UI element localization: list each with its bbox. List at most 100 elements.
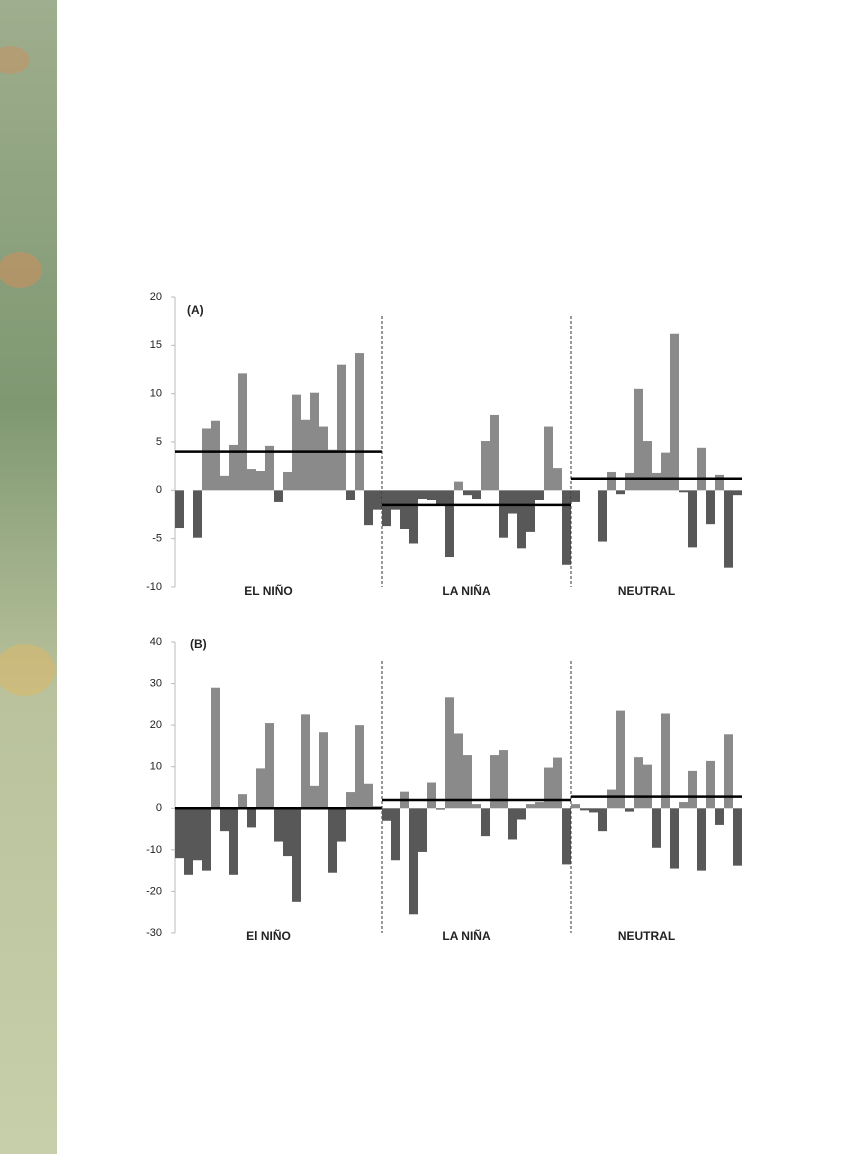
bar — [715, 474, 724, 491]
bar — [382, 808, 391, 821]
bar — [481, 441, 490, 491]
bar — [526, 804, 535, 809]
bar — [418, 490, 427, 500]
y-tick-label: -30 — [146, 927, 162, 939]
y-tick-label: 0 — [156, 802, 162, 814]
bar — [616, 710, 625, 809]
bar — [643, 764, 652, 809]
bar — [634, 757, 643, 809]
bar — [472, 804, 481, 809]
bar — [724, 490, 733, 568]
bar — [400, 490, 409, 529]
bar — [454, 733, 463, 809]
bar — [490, 755, 499, 809]
bar — [238, 794, 247, 809]
bar — [436, 808, 445, 810]
bar — [589, 808, 598, 813]
bar — [661, 713, 670, 809]
y-tick-label: 5 — [156, 436, 162, 448]
bar — [706, 760, 715, 809]
bar — [427, 782, 436, 809]
bar — [688, 490, 697, 548]
bar — [445, 697, 454, 809]
bar — [598, 808, 607, 832]
bar — [535, 490, 544, 500]
bar — [616, 490, 625, 495]
y-tick-label: 20 — [150, 719, 162, 731]
bar — [193, 490, 202, 538]
bar — [256, 471, 265, 491]
bar — [544, 426, 553, 491]
bar — [670, 808, 679, 869]
bar — [220, 808, 229, 832]
bar — [364, 783, 373, 809]
y-tick-label: -20 — [146, 885, 162, 897]
cactus-fruit — [0, 46, 30, 74]
bar — [544, 767, 553, 809]
bar — [517, 808, 526, 820]
bar — [175, 490, 184, 529]
bar — [202, 428, 211, 491]
y-tick-label: 15 — [150, 339, 162, 351]
y-tick-label: 20 — [150, 291, 162, 303]
bar — [238, 373, 247, 491]
bar — [535, 802, 544, 809]
bar — [310, 785, 319, 809]
bar — [499, 490, 508, 538]
bar — [508, 808, 517, 840]
bar — [175, 808, 184, 859]
bar — [607, 471, 616, 491]
bar — [274, 490, 283, 502]
panel-label: (A) — [187, 303, 204, 317]
group-label: LA NIÑA — [442, 583, 491, 598]
bar — [247, 469, 256, 491]
group-label: EL NIÑO — [244, 583, 292, 598]
bar — [265, 445, 274, 491]
y-tick-label: -5 — [152, 533, 162, 545]
bar — [553, 757, 562, 809]
bar — [670, 333, 679, 491]
bar — [229, 808, 238, 875]
y-tick-label: 30 — [150, 677, 162, 689]
bar — [562, 490, 571, 565]
bar — [328, 808, 337, 873]
bar — [733, 808, 742, 866]
bar — [427, 490, 436, 500]
bar — [337, 364, 346, 491]
bar — [310, 392, 319, 491]
bar — [490, 414, 499, 491]
bar — [409, 808, 418, 915]
bar — [373, 490, 382, 510]
bar — [355, 725, 364, 809]
charts: -10 -5 0 5 10 15 20 (A) EL NIÑO LA NIÑA NEUTRAL -30… — [146, 291, 742, 943]
bar — [454, 481, 463, 491]
bar — [391, 490, 400, 510]
background-photo — [0, 0, 57, 1154]
group-label: El NIÑO — [246, 928, 291, 943]
bar — [355, 353, 364, 491]
cactus-fruit — [0, 644, 55, 696]
bar — [283, 471, 292, 491]
bar — [571, 490, 580, 502]
bar — [418, 808, 427, 852]
bar — [283, 808, 292, 857]
bar — [445, 490, 454, 558]
y-tick-label: 10 — [150, 761, 162, 773]
bar — [643, 441, 652, 491]
bar — [697, 808, 706, 871]
bar — [391, 808, 400, 861]
bar — [724, 734, 733, 809]
bar — [715, 808, 724, 825]
bar — [337, 808, 346, 842]
bar — [652, 472, 661, 491]
bar — [292, 808, 301, 902]
bar — [292, 394, 301, 491]
bar — [319, 426, 328, 491]
bar — [274, 808, 283, 842]
group-label: NEUTRAL — [618, 929, 675, 943]
bar — [661, 452, 670, 491]
y-tick-label: 10 — [150, 388, 162, 400]
y-tick-label: 40 — [150, 636, 162, 648]
bar — [193, 808, 202, 861]
y-tick-label: -10 — [146, 844, 162, 856]
